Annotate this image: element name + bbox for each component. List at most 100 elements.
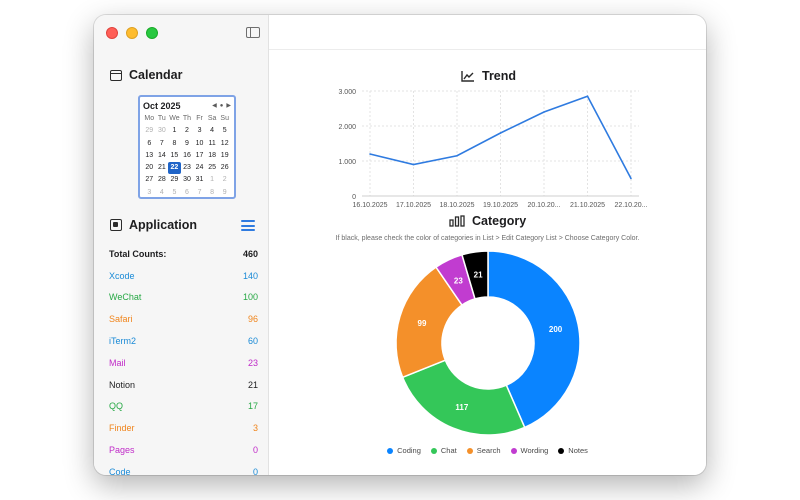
x-tick-label: 20.10.20... [527, 202, 560, 209]
calendar-day[interactable]: 19 [220, 151, 229, 159]
calendar-day[interactable]: 6 [147, 139, 152, 147]
calendar-day[interactable]: 16 [183, 151, 191, 159]
slice-coding[interactable] [487, 250, 581, 429]
app-row[interactable]: Mail 23 [109, 352, 258, 374]
app-row[interactable]: Xcode 140 [109, 265, 258, 287]
calendar-day[interactable]: 6 [185, 188, 189, 196]
app-count: 21 [247, 379, 258, 390]
calendar-day[interactable]: 7 [197, 188, 202, 196]
calendar-day[interactable]: 1 [172, 127, 177, 135]
calendar-day[interactable]: 4 [159, 188, 164, 196]
calendar-day[interactable]: 27 [145, 176, 154, 184]
minimize-button[interactable] [126, 27, 138, 39]
calendar-day[interactable]: 12 [220, 139, 229, 147]
calendar-day[interactable]: 23 [183, 164, 191, 172]
app-row[interactable]: WeChat 100 [109, 287, 258, 309]
zoom-button[interactable] [146, 27, 158, 39]
app-count: 0 [252, 445, 258, 456]
app-count: 460 [242, 248, 258, 259]
calendar-weekday: We [169, 115, 180, 122]
legend-dot [510, 447, 517, 454]
calendar-day[interactable]: 3 [147, 188, 152, 196]
calendar-weekday: Su [220, 115, 229, 122]
next-month-icon[interactable]: ▶ [226, 103, 231, 109]
calendar-weekday: Fr [196, 115, 203, 122]
legend-label: Chat [440, 446, 457, 455]
slice-chat[interactable] [401, 359, 526, 436]
legend-label: Notes [568, 446, 588, 455]
calendar-day[interactable]: 28 [157, 176, 166, 184]
calendar-day[interactable]: 9 [185, 139, 189, 147]
category-header: Category [449, 214, 526, 228]
calendar-day[interactable]: 8 [210, 188, 215, 196]
x-tick-label: 19.10.2025 [483, 202, 518, 209]
legend-dot [430, 447, 437, 454]
app-row[interactable]: Finder 3 [109, 417, 258, 439]
calendar-day[interactable]: 31 [195, 176, 204, 184]
trend-point [456, 154, 458, 157]
sidebar: Calendar Oct 2025 ◀ ● ▶ Mo Tu We Th Fr Sa Su 29… [94, 15, 269, 475]
calendar-weekday: Tu [157, 115, 166, 122]
calendar-day[interactable]: 21 [157, 164, 166, 172]
app-row[interactable]: Pages 0 [109, 439, 258, 461]
app-row[interactable]: QQ 17 [109, 396, 258, 418]
calendar-day[interactable]: 5 [172, 188, 177, 196]
app-name: Safari [109, 314, 133, 325]
calendar-title: Calendar [129, 68, 183, 82]
calendar-day[interactable]: 20 [145, 164, 154, 172]
sidebar-toggle-icon[interactable] [246, 27, 260, 38]
app-count: 96 [247, 314, 258, 325]
app-row[interactable]: iTerm2 60 [109, 330, 258, 352]
calendar-day[interactable]: 2 [222, 176, 227, 184]
calendar-day[interactable]: 13 [145, 151, 154, 159]
app-row[interactable]: Safari 96 [109, 308, 258, 330]
app-name: Pages [109, 445, 135, 456]
calendar-month: Oct 2025 [143, 100, 181, 111]
app-row[interactable]: Notion 21 [109, 374, 258, 396]
trend-point [369, 153, 371, 155]
prev-month-icon[interactable]: ◀ [212, 103, 217, 109]
x-tick-label: 16.10.2025 [352, 202, 387, 209]
calendar-day[interactable]: 7 [159, 139, 164, 147]
today-dot-icon[interactable]: ● [219, 102, 224, 109]
calendar-day[interactable]: 18 [208, 151, 217, 159]
calendar-day[interactable]: 5 [222, 127, 227, 135]
calendar-day[interactable]: 24 [195, 164, 204, 172]
app-name: Mail [109, 357, 126, 368]
list-icon[interactable] [241, 220, 255, 231]
category-legend: Coding Chat Search Wording Notes [269, 446, 706, 455]
trend-title: Trend [482, 69, 517, 83]
y-tick-label: 2.000 [338, 124, 356, 131]
app-row[interactable]: Code 0 [109, 461, 258, 475]
calendar-widget[interactable]: Oct 2025 ◀ ● ▶ Mo Tu We Th Fr Sa Su 29 30 1 2 3 4 5 6 7… [138, 95, 236, 199]
calendar-day[interactable]: 17 [195, 151, 204, 159]
calendar-day[interactable]: 1 [210, 176, 215, 184]
calendar-day[interactable]: 25 [208, 164, 217, 172]
calendar-day[interactable]: 11 [208, 139, 216, 147]
calendar-day[interactable]: 30 [157, 127, 166, 135]
application-list: Total Counts: 460 Xcode 140 WeChat 100 Safari 9… [109, 243, 258, 475]
legend-item: Notes [558, 446, 588, 455]
slice-value-label: 21 [474, 271, 483, 280]
calendar-day[interactable]: 8 [172, 139, 177, 147]
calendar-day[interactable]: 29 [170, 176, 179, 184]
calendar-day[interactable]: 2 [185, 127, 189, 135]
calendar-day[interactable]: 4 [210, 127, 215, 135]
slice-notes[interactable] [461, 250, 489, 300]
calendar-day[interactable]: 26 [220, 164, 229, 172]
app-name: Total Counts: [109, 248, 167, 259]
calendar-day[interactable]: 10 [195, 139, 204, 147]
calendar-day-selected[interactable]: 22 [168, 162, 181, 175]
legend-label: Search [476, 446, 501, 455]
calendar-day[interactable]: 15 [170, 151, 179, 159]
calendar-day[interactable]: 29 [145, 127, 154, 135]
category-donut-chart: 200 117 99 23 21 [395, 250, 581, 436]
calendar-day[interactable]: 14 [157, 151, 166, 159]
calendar-day[interactable]: 30 [183, 176, 191, 184]
close-button[interactable] [106, 27, 118, 39]
trend-line-chart: 0 1.000 2.000 3.000 16.10.2025 17.10.2025 18.1… [338, 89, 647, 209]
x-tick-label: 18.10.2025 [439, 202, 474, 209]
legend-item: Wording [510, 446, 548, 455]
calendar-day[interactable]: 9 [222, 188, 227, 196]
calendar-day[interactable]: 3 [197, 127, 202, 135]
